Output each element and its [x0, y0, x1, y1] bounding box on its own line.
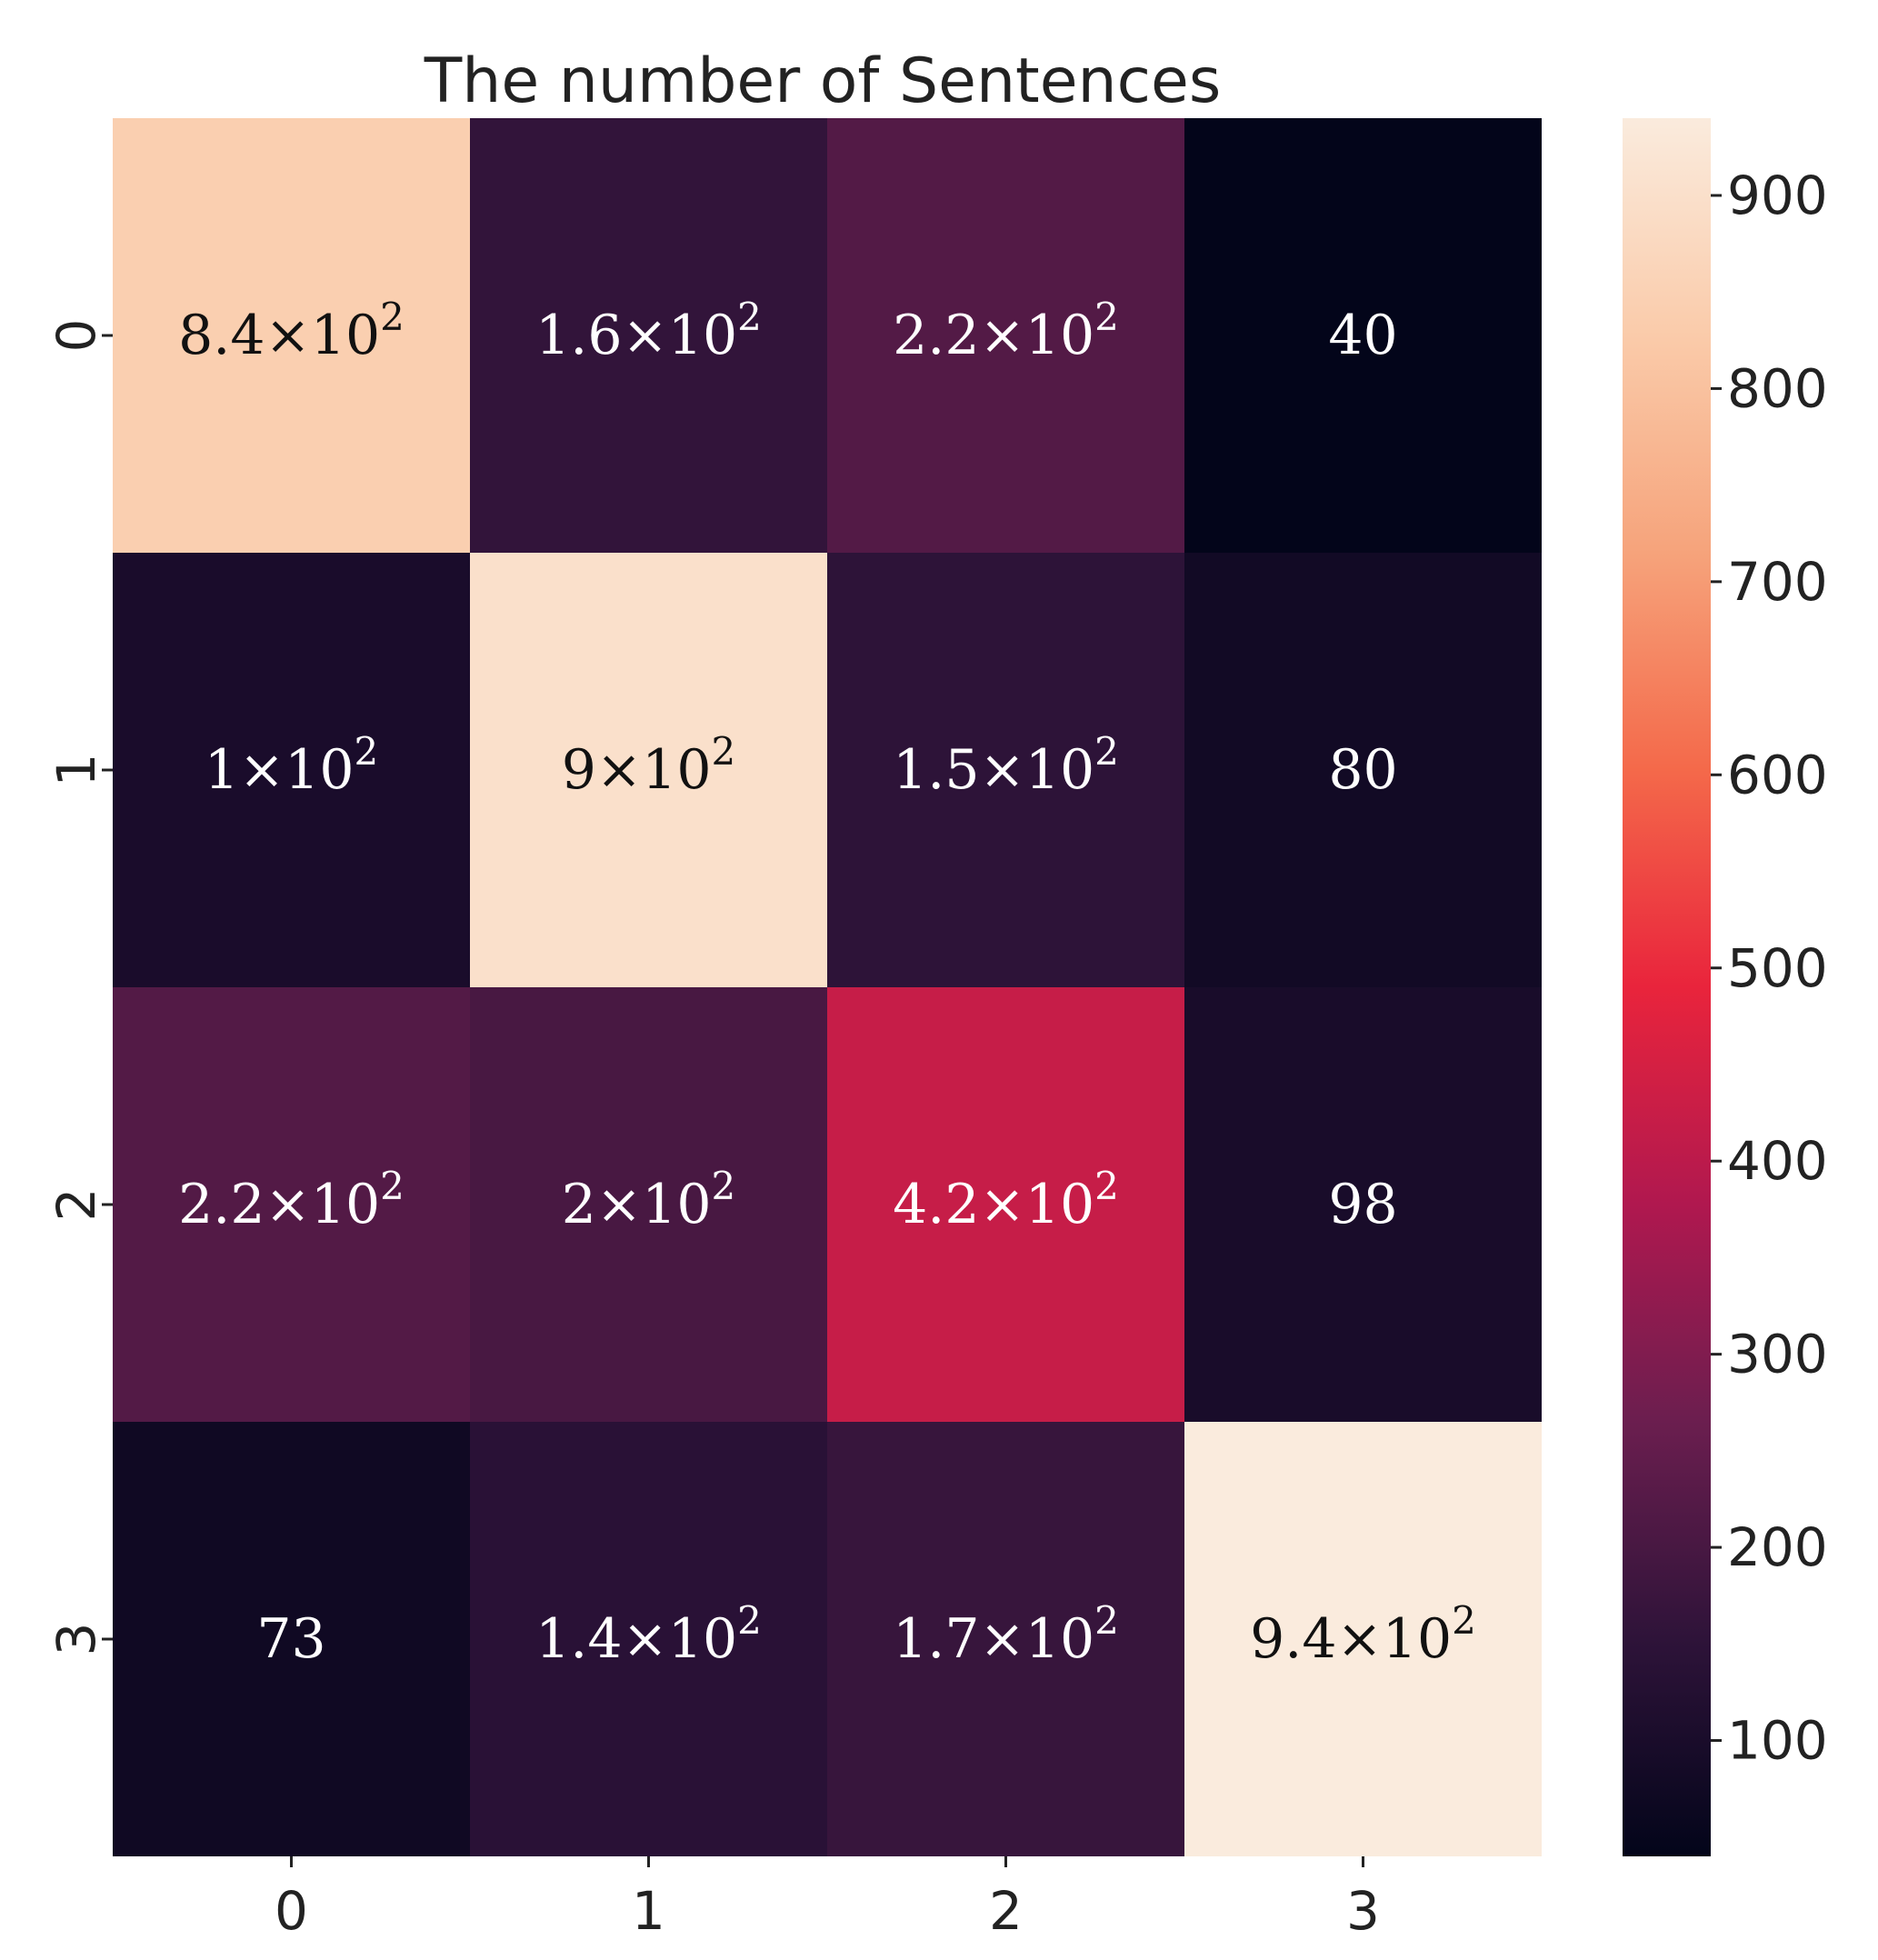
y-axis: 0 1 2 3	[45, 319, 113, 1656]
cell-label-0-0: 8.4×102	[178, 295, 405, 367]
colorbar: 100 200 300 400 500 600 700 800 900	[1623, 118, 1828, 1856]
heatmap-grid: 8.4×102 1.6×102 2.2×102 40 1×102 9×102 1.5×102…	[113, 118, 1542, 1856]
cell-label-3-2: 1.7×102	[893, 1598, 1119, 1671]
x-tick-label-3: 3	[1346, 1880, 1380, 1942]
heatmap-cell-0-3	[1184, 118, 1542, 553]
colorbar-tick-label-8: 900	[1727, 165, 1828, 226]
cell-label-1-2: 1.5×102	[893, 729, 1119, 802]
heatmap-cell-1-0	[113, 553, 470, 987]
cell-label-1-0: 1×102	[205, 729, 379, 802]
cell-label-2-2: 4.2×102	[893, 1164, 1119, 1236]
colorbar-tick-label-2: 300	[1727, 1324, 1828, 1385]
colorbar-tick-label-4: 500	[1727, 937, 1828, 999]
y-tick-label-3: 3	[45, 1623, 107, 1656]
x-tick-label-0: 0	[275, 1880, 308, 1942]
colorbar-gradient	[1623, 118, 1711, 1856]
heatmap-cell-2-3	[1184, 987, 1542, 1422]
heatmap-cell-0-0	[113, 118, 470, 553]
heatmap-cell-3-2	[827, 1422, 1184, 1856]
colorbar-tick-label-7: 800	[1727, 357, 1828, 419]
heatmap-cell-2-2	[827, 987, 1184, 1422]
cell-label-3-3: 9.4×102	[1250, 1598, 1476, 1671]
x-tick-label-1: 1	[632, 1880, 665, 1942]
heatmap-cell-3-3	[1184, 1422, 1542, 1856]
colorbar-tick-label-6: 700	[1727, 551, 1828, 613]
cell-label-0-3: 40	[1328, 304, 1397, 367]
y-tick-label-1: 1	[45, 754, 107, 787]
cell-label-3-1: 1.4×102	[535, 1598, 762, 1671]
cell-label-2-3: 98	[1328, 1173, 1397, 1236]
cell-label-1-1: 9×102	[562, 729, 736, 802]
x-axis: 0 1 2 3	[275, 1856, 1380, 1942]
heatmap-cell-0-1	[470, 118, 827, 553]
heatmap-cell-2-1	[470, 987, 827, 1422]
heatmap-cell-3-0	[113, 1422, 470, 1856]
x-tick-label-2: 2	[989, 1880, 1023, 1942]
heatmap-cell-1-3	[1184, 553, 1542, 987]
heatmap-cell-1-1	[470, 553, 827, 987]
heatmap-cell-2-0	[113, 987, 470, 1422]
cell-label-2-0: 2.2×102	[178, 1164, 405, 1236]
cell-label-1-3: 80	[1328, 738, 1397, 802]
colorbar-tick-label-1: 200	[1727, 1516, 1828, 1578]
chart-title: The number of Sentences	[424, 45, 1222, 117]
heatmap-cell-3-1	[470, 1422, 827, 1856]
cell-label-0-1: 1.6×102	[535, 295, 762, 367]
colorbar-tick-label-0: 100	[1727, 1710, 1828, 1772]
cell-label-3-0: 73	[256, 1607, 325, 1671]
heatmap-cell-0-2	[827, 118, 1184, 553]
colorbar-tick-label-3: 400	[1727, 1130, 1828, 1192]
heatmap-cell-1-2	[827, 553, 1184, 987]
cell-label-0-2: 2.2×102	[893, 295, 1119, 367]
y-tick-label-0: 0	[45, 319, 107, 353]
y-tick-label-2: 2	[45, 1188, 107, 1222]
cell-label-2-1: 2×102	[562, 1164, 736, 1236]
colorbar-tick-label-5: 600	[1727, 744, 1828, 805]
